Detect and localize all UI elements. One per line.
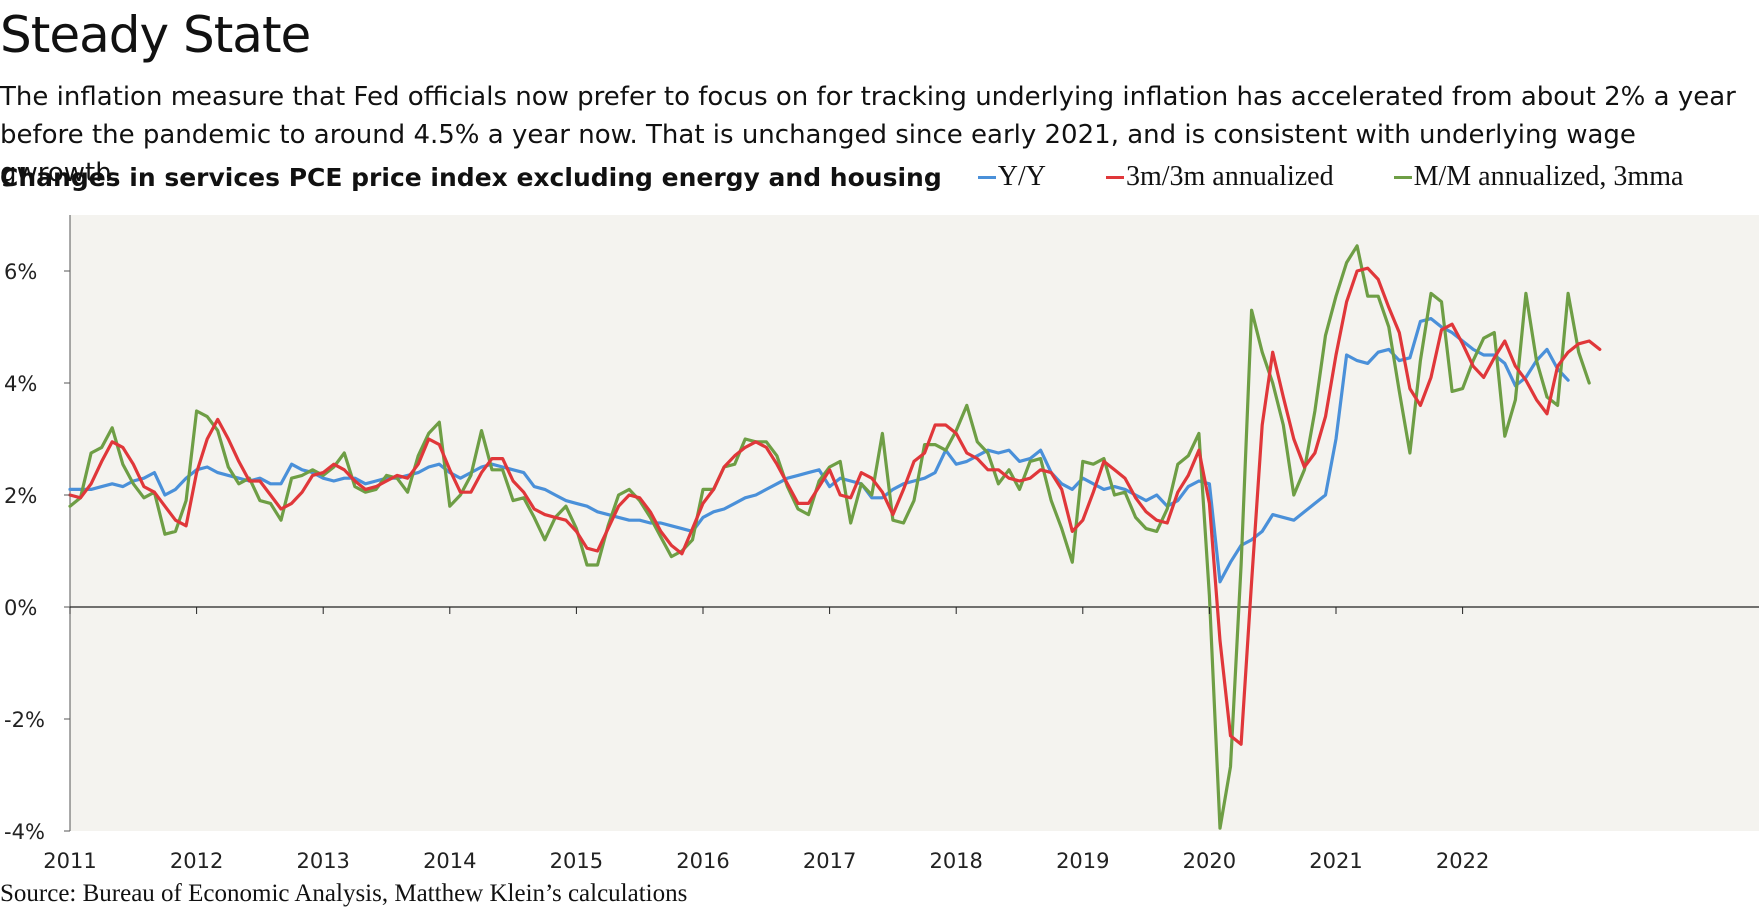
legend-label-3m: 3m/3m annualized: [1125, 161, 1334, 192]
legend-item-3m: 3m/3m annualized: [1105, 161, 1334, 193]
x-tick-label: 2015: [550, 849, 603, 873]
x-tick-label: 2021: [1309, 849, 1362, 873]
plot-area: [70, 215, 1759, 831]
series-line-mm-annualized-3mma: [68, 244, 1591, 830]
y-tick-label: -2%: [4, 708, 45, 732]
x-tick-label: 2017: [803, 849, 856, 873]
y-tick-label: 4%: [4, 372, 37, 396]
x-tick-label: 2018: [929, 849, 982, 873]
x-tick-label: 2020: [1183, 849, 1236, 873]
x-tick-label: 2013: [296, 849, 349, 873]
legend-swatch-3m: [1105, 175, 1124, 179]
x-tick-label: 2014: [423, 849, 476, 873]
legend-item-mm: M/M annualized, 3mma: [1393, 161, 1684, 193]
series-line-yy: [68, 316, 1570, 584]
legend-label-yy: Y/Y: [997, 161, 1046, 192]
y-tick-label: 6%: [4, 260, 37, 284]
x-tick-label: 2011: [43, 849, 96, 873]
x-tick-label: 2016: [676, 849, 729, 873]
legend-label-mm: M/M annualized, 3mma: [1413, 161, 1684, 192]
y-tick-label: 0%: [4, 596, 37, 620]
x-tick-label: 2022: [1436, 849, 1489, 873]
chart-title: Steady State: [0, 6, 311, 64]
series-layer: [68, 244, 1602, 830]
y-tick-label: 2%: [4, 484, 37, 508]
x-tick-label: 2019: [1056, 849, 1109, 873]
series-line-3m-3m-annualized: [68, 266, 1602, 746]
legend-item-yy: Y/Y: [977, 161, 1046, 193]
x-axis-ticks: 2011 2012 2013 2014 2015 2016 2017 2018 2019 2020…: [43, 607, 1489, 873]
y-axis-ticks: 6% 4% 2% 0% -2% -4%: [4, 260, 70, 844]
line-chart: 6%4%2%0%-2%-4% 2011 2012 2013 2014 2015 2016 2…: [4, 215, 1759, 873]
source-note: Source: Bureau of Economic Analysis, Mat…: [0, 880, 688, 907]
legend-swatch-mm: [1393, 175, 1412, 179]
y-tick-label: -4%: [4, 820, 45, 844]
legend-swatch-yy: [977, 175, 996, 179]
legend-row: Changes in services PCE price index excl…: [0, 160, 1743, 194]
axes: [69, 215, 1759, 831]
chart-label: Changes in services PCE price index excl…: [0, 162, 942, 192]
chart-subtitle: The inflation measure that Fed officials…: [0, 82, 1736, 188]
x-tick-label: 2012: [170, 849, 223, 873]
